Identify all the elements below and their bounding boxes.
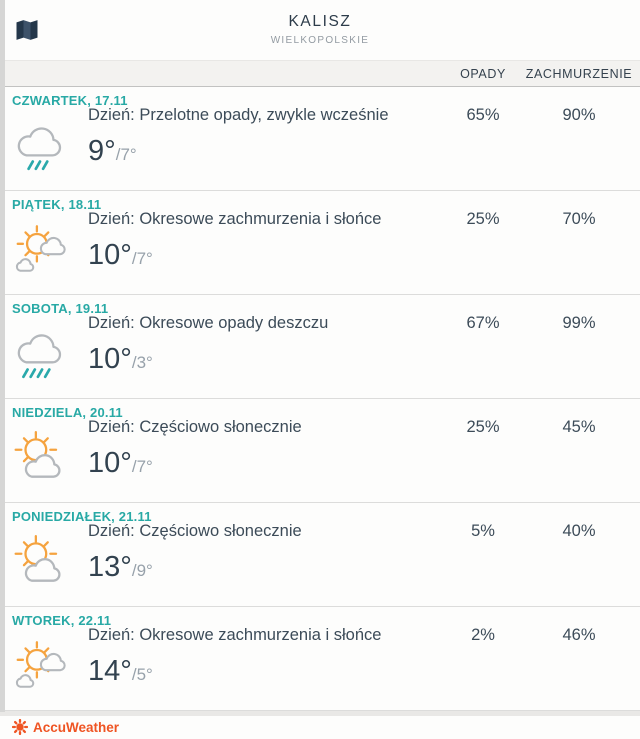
temperature: 13° /9°	[88, 551, 153, 584]
precipitation-value: 65%	[466, 106, 500, 124]
accuweather-logo[interactable]: AccuWeather	[12, 719, 119, 735]
cloud-cover-value: 90%	[562, 106, 596, 124]
accuweather-label: AccuWeather	[33, 719, 120, 735]
partly-sunny-icon	[11, 532, 69, 590]
forecast-row[interactable]: PIĄTEK, 18.11 D	[0, 191, 640, 295]
low-temp: /3°	[131, 353, 153, 372]
low-temp: /9°	[131, 561, 153, 580]
precipitation-value: 2%	[471, 626, 495, 644]
temperature: 10° /3°	[88, 343, 153, 376]
temperature: 9° /7°	[88, 135, 137, 168]
intermittent-clouds-icon	[11, 636, 69, 694]
forecast-row[interactable]: SOBOTA, 19.11 Dzień: Okresowe opady desz…	[0, 295, 640, 399]
column-header-precipitation: OPADY	[460, 67, 506, 81]
condition-text: Dzień: Okresowe zachmurzenia i słońce	[88, 626, 382, 644]
day-label: PIĄTEK, 18.11	[12, 197, 102, 212]
low-temp: /7°	[115, 145, 137, 164]
forecast-row[interactable]: PONIEDZIAŁEK, 21.11 Dzień: Częściowo sło…	[0, 503, 640, 607]
cloud-cover-value: 99%	[562, 314, 596, 332]
temperature: 10° /7°	[88, 239, 153, 272]
high-temp: 10°	[88, 447, 132, 479]
low-temp: /7°	[131, 457, 153, 476]
temperature: 10° /7°	[88, 447, 153, 480]
low-temp: /7°	[131, 249, 153, 268]
cloud-cover-value: 45%	[562, 418, 596, 436]
day-label: SOBOTA, 19.11	[12, 301, 109, 316]
condition-text: Dzień: Okresowe opady deszczu	[88, 314, 329, 332]
rain-cloud-icon	[11, 116, 69, 174]
precipitation-value: 25%	[466, 418, 500, 436]
high-temp: 10°	[88, 239, 132, 271]
precipitation-value: 67%	[466, 314, 500, 332]
region-name: WIELKOPOLSKIE	[270, 35, 370, 46]
condition-text: Dzień: Częściowo słonecznie	[88, 522, 302, 540]
cloud-cover-value: 46%	[562, 626, 596, 644]
intermittent-clouds-icon	[11, 220, 69, 278]
map-icon[interactable]	[13, 16, 41, 44]
precipitation-value: 5%	[471, 522, 495, 540]
day-label: NIEDZIELA, 20.11	[12, 405, 123, 420]
high-temp: 10°	[88, 343, 132, 375]
top-header: KALISZ WIELKOPOLSKIE	[0, 0, 640, 60]
footer: AccuWeather	[0, 716, 640, 739]
low-temp: /5°	[131, 665, 153, 684]
cloud-cover-value: 70%	[562, 210, 596, 228]
day-label: CZWARTEK, 17.11	[12, 93, 128, 108]
partly-sunny-icon	[11, 428, 69, 486]
forecast-row[interactable]: CZWARTEK, 17.11 Dzień: Przelotne opady, …	[0, 87, 640, 191]
condition-text: Dzień: Okresowe zachmurzenia i słońce	[88, 210, 382, 228]
accuweather-sun-icon	[12, 719, 28, 735]
temperature: 14° /5°	[88, 655, 153, 688]
condition-text: Dzień: Przelotne opady, zwykle wcześnie	[88, 106, 389, 124]
condition-text: Dzień: Częściowo słonecznie	[88, 418, 302, 436]
high-temp: 14°	[88, 655, 132, 687]
column-header-cloud-cover: ZACHMURZENIE	[525, 67, 633, 81]
precipitation-value: 25%	[466, 210, 500, 228]
day-label: PONIEDZIAŁEK, 21.11	[12, 509, 152, 524]
footer-divider	[0, 711, 640, 716]
cloud-cover-value: 40%	[562, 522, 596, 540]
heavy-rain-cloud-icon	[11, 324, 69, 382]
high-temp: 9°	[88, 135, 116, 167]
forecast-row[interactable]: NIEDZIELA, 20.11 Dzień: Częściowo słonec…	[0, 399, 640, 503]
column-header-bar: OPADY ZACHMURZENIE	[0, 60, 640, 87]
city-name: KALISZ	[288, 13, 352, 30]
day-label: WTOREK, 22.11	[12, 613, 112, 628]
location-header: KALISZ WIELKOPOLSKIE	[0, 13, 640, 46]
high-temp: 13°	[88, 551, 132, 583]
screen-edge-strip	[0, 0, 5, 712]
forecast-row[interactable]: WTOREK, 22.11 D	[0, 607, 640, 711]
